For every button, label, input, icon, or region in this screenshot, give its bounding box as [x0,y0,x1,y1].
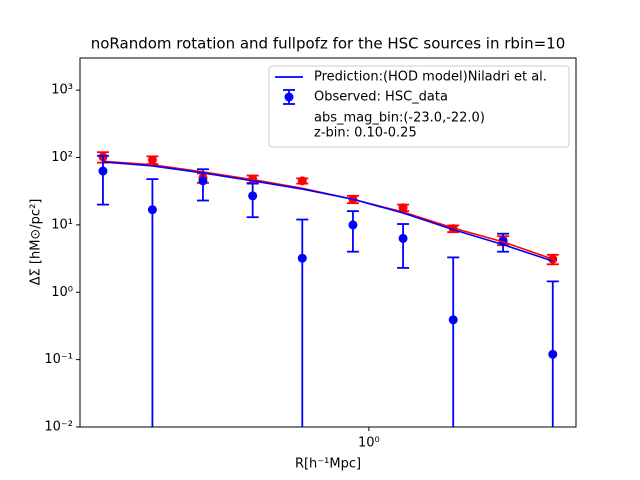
chart-title: noRandom rotation and fullpofz for the H… [91,35,566,53]
legend-label: Prediction:(HOD model)Niladri et al. [314,70,547,85]
x-tick-label: 10⁰ [358,436,380,451]
legend-label: Observed: HSC_data [314,90,448,105]
marker [147,205,157,215]
model-line [102,161,554,262]
x-axis-label: R[h⁻¹Mpc] [295,457,361,472]
marker [448,315,458,325]
plot-frame [79,57,577,428]
marker [198,176,208,186]
marker [248,191,258,201]
y-tick-label: 10⁻¹ [44,352,73,367]
y-axis-label: ΔΣ [hM⊙/pc²] [29,199,44,286]
legend-box [268,65,570,148]
marker [98,166,108,176]
y-tick-label: 10² [51,150,73,165]
marker [398,233,408,243]
marker [297,253,307,263]
legend-marker-swatch [284,92,294,102]
y-tick-label: 10³ [51,83,73,98]
marker [548,349,558,359]
y-tick-label: 10⁰ [51,285,73,300]
y-tick-label: 10⁻² [44,420,73,435]
marker [348,220,358,230]
marker [147,155,157,165]
marker [398,203,408,213]
annotation: abs_mag_bin:(-23.0,-22.0) [314,111,485,126]
marker [297,176,307,186]
y-tick-label: 10¹ [51,217,73,232]
annotation: z-bin: 0.10-0.25 [314,126,417,141]
